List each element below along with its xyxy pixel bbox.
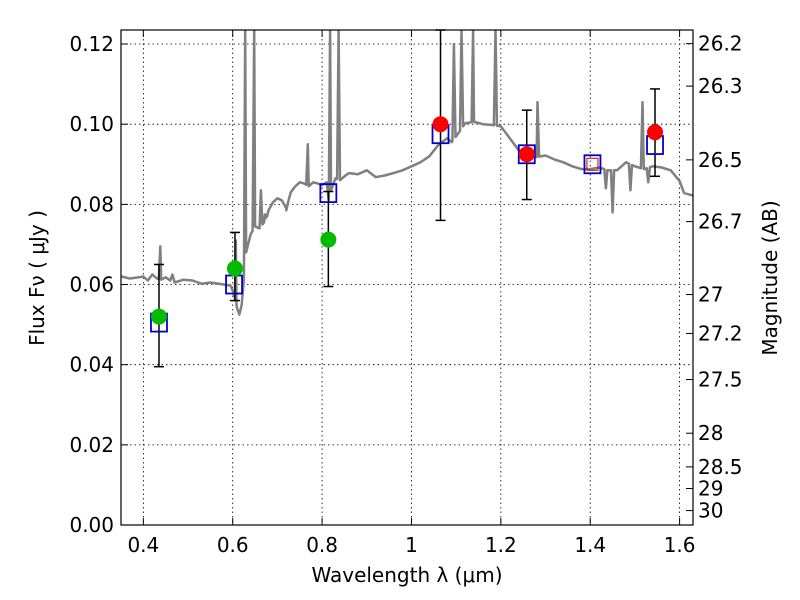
right-tick-label: 26.7	[698, 210, 743, 234]
right-tick-label: 28	[698, 421, 723, 445]
right-tick-label: 30	[698, 499, 723, 523]
y-tick-label: 0.02	[69, 433, 114, 457]
x-tick-label: 0.6	[217, 533, 249, 557]
right-tick-label: 26.5	[698, 148, 743, 172]
observed-point-red	[647, 124, 664, 141]
y-tick-label: 0.00	[69, 513, 114, 537]
model-box-point	[583, 154, 602, 175]
right-tick-label: 27.5	[698, 368, 743, 392]
x-axis-label: Wavelength λ (μm)	[311, 563, 502, 587]
observed-point-red	[518, 146, 535, 163]
x-tick-label: 1.6	[664, 533, 696, 557]
observed-point-red	[432, 116, 449, 133]
y-tick-label: 0.10	[69, 112, 114, 136]
axes: 0.4 0.6 0.8 1 1.2 1.4 1.6 0.00 0.02 0.04 0.06 0.08 0…	[69, 30, 743, 557]
upper-limit-marker	[586, 157, 599, 171]
y-tick-label: 0.06	[69, 273, 114, 297]
right-tick-label: 28.5	[698, 455, 743, 479]
x-tick-label: 1.4	[574, 533, 606, 557]
x-tick-label: 1.2	[485, 533, 517, 557]
observed-point-green	[150, 308, 167, 325]
plot-area	[121, 29, 693, 368]
model-box-point	[319, 183, 338, 204]
right-tick-label: 26.2	[698, 32, 743, 56]
clipped-plot	[121, 30, 693, 316]
x-tick-label: 0.4	[127, 533, 159, 557]
spectrum-line	[121, 30, 693, 316]
right-tick-label: 29	[698, 477, 723, 501]
right-tick-label: 27	[698, 283, 723, 307]
right-axis-label: Magnitude (AB)	[758, 200, 782, 355]
y-tick-label: 0.04	[69, 353, 114, 377]
y-tick-label: 0.08	[69, 192, 114, 216]
x-tick-label: 1	[405, 533, 418, 557]
right-tick-label: 27.2	[698, 321, 743, 345]
grid-lines	[121, 30, 693, 526]
observed-point-green	[320, 231, 337, 248]
y-tick-label: 0.12	[69, 32, 114, 56]
plot-frame	[120, 29, 694, 526]
observed-point-green	[226, 260, 243, 277]
x-tick-label: 0.8	[306, 533, 338, 557]
y-axis-label: Flux Fν ( μJy )	[25, 210, 49, 346]
right-tick-label: 26.3	[698, 74, 743, 98]
